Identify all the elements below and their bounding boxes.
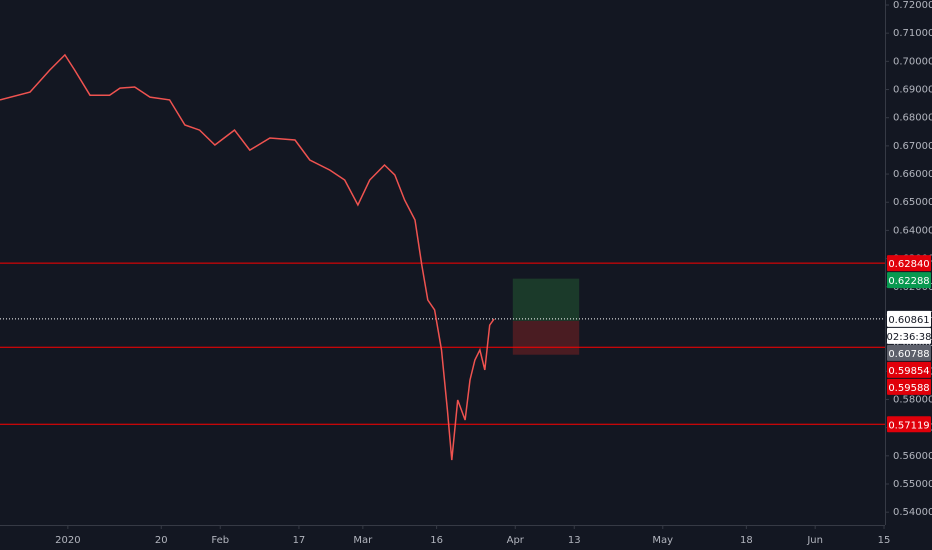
price-label-box: [887, 416, 931, 433]
price-label: 0.62840: [887, 255, 931, 272]
price-label: 0.57119: [887, 416, 931, 433]
x-tick-label: 15: [878, 535, 891, 546]
countdown-text: 02:36:38: [887, 332, 932, 343]
price-label-text: 0.60788: [888, 349, 929, 360]
y-tick-label: 0.71000: [893, 28, 932, 39]
price-label: 0.62288: [887, 272, 931, 289]
price-label-text: 0.59854: [888, 366, 929, 377]
price-label-text: 0.62840: [888, 259, 929, 270]
y-tick-label: 0.70000: [893, 56, 932, 67]
price-label-text: 0.60861: [888, 315, 929, 326]
y-tick-label: 0.67000: [893, 141, 932, 152]
x-tick-label: Apr: [507, 535, 525, 546]
price-label: 0.60788: [887, 344, 931, 361]
price-label-box: [887, 344, 931, 361]
y-tick-label: 0.69000: [893, 85, 932, 96]
x-tick-label: 2020: [55, 535, 80, 546]
price-label-box: [887, 255, 931, 272]
price-label-box: [887, 272, 931, 289]
x-tick-label: Jun: [806, 535, 823, 546]
price-label-text: 0.62288: [888, 276, 929, 287]
loss-zone: [512, 320, 580, 355]
price-label-box: [887, 361, 931, 378]
profit-zone: [512, 278, 580, 321]
y-tick-label: 0.68000: [893, 113, 932, 124]
price-label-text: 0.59588: [888, 383, 929, 394]
x-tick-label: 18: [740, 535, 753, 546]
price-label-box: [887, 310, 931, 327]
y-tick-label: 0.66000: [893, 169, 932, 180]
x-tick-label: Feb: [211, 535, 229, 546]
price-label-box: [887, 378, 931, 395]
x-tick-label: 13: [568, 535, 581, 546]
y-tick-label: 0.72000: [893, 0, 932, 11]
x-tick-label: 17: [293, 535, 306, 546]
x-tick-label: Mar: [353, 535, 373, 546]
price-label: 0.60861 02:36:38: [887, 310, 932, 344]
price-label-text: 0.57119: [888, 420, 929, 431]
y-tick-label: 0.65000: [893, 197, 932, 208]
price-label: 0.59588: [887, 378, 931, 395]
price-line: [0, 53, 495, 461]
y-tick-label: 0.58000: [893, 394, 932, 405]
y-tick-label: 0.54000: [893, 507, 932, 518]
y-tick-label: 0.55000: [893, 479, 932, 490]
x-tick-label: 20: [155, 535, 168, 546]
x-tick-label: 16: [430, 535, 443, 546]
countdown-box: [887, 327, 931, 344]
x-tick-label: May: [652, 535, 673, 546]
y-tick-label: 0.56000: [893, 451, 932, 462]
y-tick-label: 0.64000: [893, 225, 932, 236]
price-label: 0.59854: [887, 361, 931, 378]
